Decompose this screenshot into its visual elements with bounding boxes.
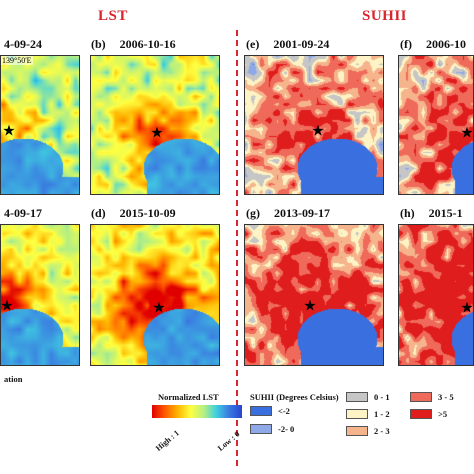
suhii-legend-swatch [346,426,368,436]
lst-section-title: LST [98,8,128,24]
map-panel-a: ★ 139°50'E [0,55,80,195]
suhii-legend-swatch [346,409,368,419]
panel-label-a: 4-09-24 [4,37,42,52]
map-panel-g: ★ [244,224,384,366]
suhii-legend-label: >5 [438,409,448,419]
panel-label-e: (e) 2001-09-24 [246,37,329,52]
section-divider [236,30,238,466]
suhii-legend-swatch [410,392,432,402]
suhii-legend-label: -2- 0 [278,424,295,434]
suhii-legend-swatch [346,392,368,402]
suhii-section-title: SUHII [362,8,408,24]
map-panel-d: ★ [90,224,220,366]
city-star-icon: ★ [2,123,16,140]
panel-label-c: 4-09-17 [4,206,42,221]
city-star-icon: ★ [460,125,474,142]
panel-e-letter: (e) [246,37,260,51]
map-raster-b [91,56,219,194]
map-panel-e: ★ [244,55,384,195]
panel-label-b: (b) 2006-10-16 [91,37,176,52]
map-raster-g [245,225,383,365]
map-panel-c: ★ [0,224,80,366]
city-star-icon: ★ [460,300,474,317]
city-star-icon: ★ [152,300,166,317]
panel-g-letter: (g) [246,206,260,220]
lst-legend-title: Normalized LST [158,392,219,402]
panel-label-d: (d) 2015-10-09 [91,206,176,221]
map-raster-e [245,56,383,194]
map-raster-a [1,56,79,194]
panel-h-date: 2015-1 [428,206,463,220]
panel-g-date: 2013-09-17 [274,206,330,220]
panel-f-letter: (f) [400,37,412,51]
suhii-legend-swatch [250,406,272,416]
city-star-icon: ★ [311,123,325,140]
panel-f-date: 2006-10 [426,37,466,51]
map-raster-h [399,225,473,365]
panel-b-date: 2006-10-16 [119,37,176,51]
panel-label-f: (f) 2006-10 [400,37,466,52]
lst-high-label: High : 1 [154,428,181,453]
panel-d-date: 2015-10-09 [119,206,176,220]
panel-b-letter: (b) [91,37,106,51]
city-star-icon: ★ [150,125,164,142]
suhii-legend-title: SUHII (Degrees Celsius) [250,392,339,402]
map-raster-f [399,56,473,194]
map-raster-c [1,225,79,365]
suhii-legend-label: 2 - 3 [374,426,390,436]
suhii-legend-label: 3 - 5 [438,392,454,402]
city-star-icon: ★ [303,298,317,315]
lst-color-ramp [152,405,242,418]
panel-c-date: 4-09-17 [4,206,42,220]
suhii-legend-label: <-2 [278,406,290,416]
suhii-legend-swatch [410,409,432,419]
panel-label-h: (h) 2015-1 [400,206,463,221]
city-star-icon: ★ [0,298,14,315]
panel-d-letter: (d) [91,206,106,220]
suhii-legend-swatch [250,424,272,434]
legend-location-label: ation [4,374,23,384]
map-panel-b: ★ [90,55,220,195]
panel-h-letter: (h) [400,206,415,220]
map-panel-h: ★ [398,224,474,366]
longitude-label: 139°50'E [1,56,33,65]
panel-e-date: 2001-09-24 [273,37,330,51]
suhii-legend-label: 0 - 1 [374,392,390,402]
panel-label-g: (g) 2013-09-17 [246,206,330,221]
map-panel-f: ★ [398,55,474,195]
map-raster-d [91,225,219,365]
suhii-legend-label: 1 - 2 [374,409,390,419]
panel-a-date: 4-09-24 [4,37,42,51]
